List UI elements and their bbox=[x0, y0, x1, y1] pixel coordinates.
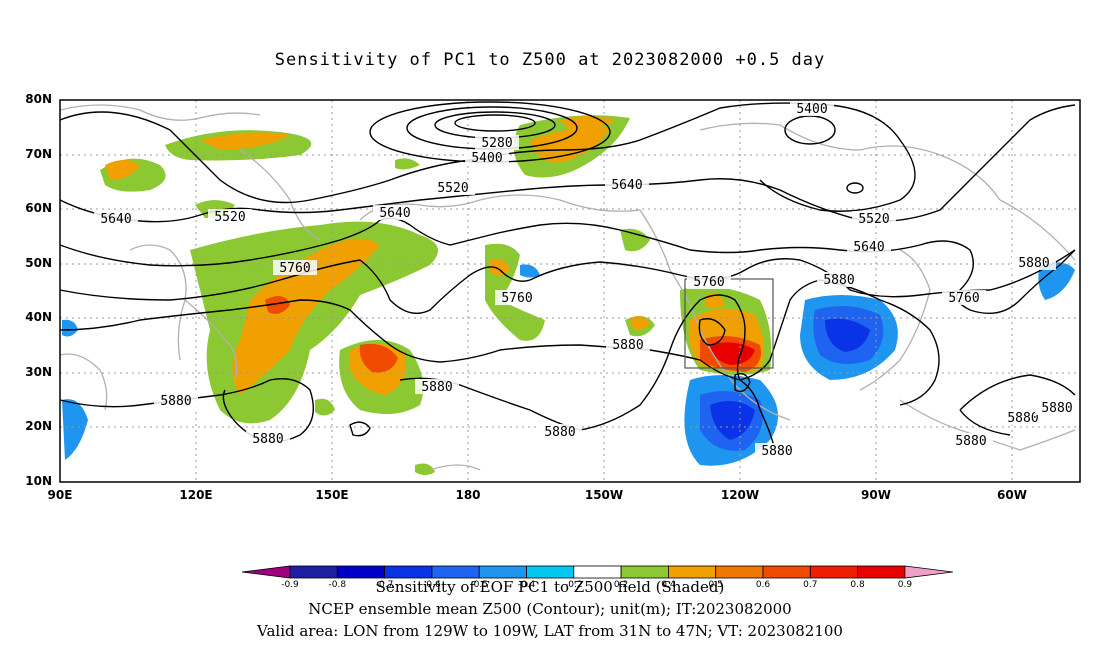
contour-label-bg bbox=[942, 290, 986, 305]
caption-line-1: Sensitivity of EOF PC1 to Z500 field (Sh… bbox=[375, 578, 725, 596]
contour-label: 5760 bbox=[948, 291, 979, 306]
contour-label: 5880 bbox=[160, 394, 191, 409]
contour-label-bg bbox=[1035, 400, 1079, 415]
lat-label: 50N bbox=[25, 256, 52, 270]
contour-label-bg bbox=[817, 272, 861, 287]
contour-label: 5760 bbox=[501, 291, 532, 306]
lon-label: 90E bbox=[47, 488, 73, 502]
contour-label-bg bbox=[1012, 255, 1056, 270]
contour-label-bg bbox=[208, 209, 252, 224]
colorbar-tick-label: -0.4 bbox=[518, 580, 536, 590]
colorbar-swatch bbox=[904, 565, 953, 579]
lon-label: 60W bbox=[997, 488, 1027, 502]
caption-line-2: NCEP ensemble mean Z500 (Contour); unit(… bbox=[308, 600, 792, 618]
colorbar: -0.9 -0.8 -0.7 -0.6 -0.5 -0.4 -0.2 0.2 0.4 0.5 0.6… bbox=[241, 565, 953, 590]
lon-label: 150E bbox=[315, 488, 349, 502]
contour-label: 5520 bbox=[214, 210, 245, 225]
contour-label-bg bbox=[1001, 410, 1045, 425]
contour-label: 5880 bbox=[1018, 256, 1049, 271]
colorbar-tick-label: -0.9 bbox=[281, 580, 299, 590]
contour-label: 5880 bbox=[544, 425, 575, 440]
contour-label-bg bbox=[495, 290, 539, 305]
contour-label: 5880 bbox=[421, 380, 452, 395]
colorbar-tick-label: -0.7 bbox=[376, 580, 394, 590]
contour-label: 5880 bbox=[1007, 411, 1038, 426]
contour-label: 5880 bbox=[761, 444, 792, 459]
contour-label-bg bbox=[790, 101, 834, 116]
colorbar-tick-label: 0.5 bbox=[709, 580, 723, 590]
contour-label-bg bbox=[475, 135, 519, 150]
lat-label: 70N bbox=[25, 147, 52, 161]
colorbar-tick-label: 0.2 bbox=[614, 580, 628, 590]
colorbar-tick-label: 0.4 bbox=[661, 580, 676, 590]
contour-label-bg bbox=[94, 211, 138, 226]
contour-label-bg bbox=[852, 211, 896, 226]
lon-label: 180 bbox=[455, 488, 481, 502]
contour-label-bg bbox=[606, 337, 650, 352]
plot-title: Sensitivity of PC1 to Z500 at 2023082000… bbox=[274, 50, 826, 70]
caption-block: Sensitivity of EOF PC1 to Z500 field (Sh… bbox=[0, 576, 1100, 642]
contour-label-bg bbox=[415, 379, 459, 394]
lon-label: 90W bbox=[861, 488, 891, 502]
lat-label: 10N bbox=[25, 474, 52, 488]
lat-label: 30N bbox=[25, 365, 52, 379]
caption-line-3: Valid area: LON from 129W to 109W, LAT f… bbox=[257, 622, 843, 640]
contour-label: 5880 bbox=[252, 432, 283, 447]
contour-label: 5760 bbox=[693, 275, 724, 290]
contour-label-bg bbox=[431, 180, 475, 195]
colorbar-tick-label: 0.6 bbox=[756, 580, 771, 590]
lat-label: 20N bbox=[25, 419, 52, 433]
contour-label-bg bbox=[465, 150, 509, 165]
lat-label: 40N bbox=[25, 310, 52, 324]
contour-label-bg bbox=[949, 433, 993, 448]
contour-label: 5880 bbox=[823, 273, 854, 288]
colorbar-tick-label: 0.7 bbox=[803, 580, 817, 590]
contour-label-bg bbox=[538, 424, 582, 439]
contour-label-bg bbox=[687, 274, 731, 289]
contour-label-bg bbox=[154, 393, 198, 408]
colorbar-tick-label: 0.9 bbox=[898, 580, 913, 590]
contour-label: 5880 bbox=[612, 338, 643, 353]
contour-label: 5520 bbox=[858, 212, 889, 227]
contour-label: 5640 bbox=[853, 240, 884, 255]
plot-frame bbox=[59, 99, 1081, 483]
colorbar-tick-label: -0.6 bbox=[423, 580, 441, 590]
lon-label: 120W bbox=[720, 488, 760, 502]
contour-label: 5520 bbox=[437, 181, 468, 196]
contour-label-bg bbox=[755, 443, 799, 458]
contour-label-bg bbox=[373, 205, 417, 220]
contour-label: 5760 bbox=[279, 261, 310, 276]
contour-label: 5640 bbox=[611, 178, 642, 193]
contour-label: 5400 bbox=[471, 151, 502, 166]
contour-label: 5880 bbox=[1041, 401, 1072, 416]
lon-label: 150W bbox=[584, 488, 624, 502]
contour-label-bg bbox=[847, 239, 891, 254]
colorbar-tick-label: -0.8 bbox=[329, 580, 347, 590]
contour-label: 5640 bbox=[100, 212, 131, 227]
colorbar-tick-label: -0.2 bbox=[565, 580, 583, 590]
contour-label: 5880 bbox=[955, 434, 986, 449]
lat-label: 60N bbox=[25, 201, 52, 215]
contour-label-bg bbox=[273, 260, 317, 275]
sensitivity-shading bbox=[62, 115, 1075, 475]
lon-label: 120E bbox=[179, 488, 213, 502]
contour-label: 5640 bbox=[379, 206, 410, 221]
contour-label: 5400 bbox=[796, 102, 827, 117]
lat-label: 80N bbox=[25, 92, 52, 106]
contour-label: 5280 bbox=[481, 136, 512, 151]
contour-label-bg bbox=[605, 177, 649, 192]
contour-label-bg bbox=[246, 431, 290, 446]
colorbar-tick-label: -0.5 bbox=[470, 580, 488, 590]
colorbar-tick-label: 0.8 bbox=[850, 580, 865, 590]
